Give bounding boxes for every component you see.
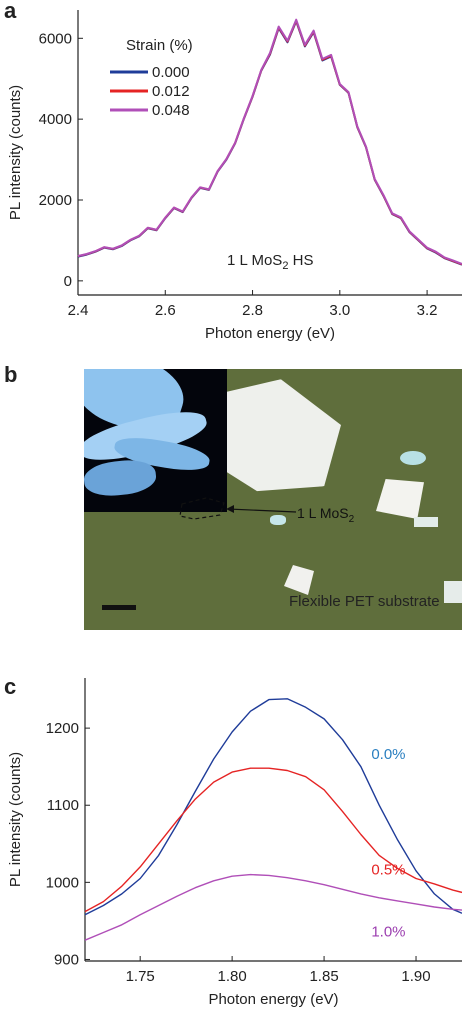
legend-title: Strain (%) [126,37,193,54]
legend-label-0.012: 0.012 [152,83,190,100]
x-tick-label: 2.6 [155,302,176,319]
x-tick-label: 3.0 [329,302,350,319]
y-tick-label: 4000 [39,111,72,128]
x-tick-label: 1.75 [126,968,155,985]
panel-label-a: a [4,0,17,23]
scale-bar [102,605,136,610]
x-tick-label: 1.90 [401,968,430,985]
chart-c: 1.75 1.80 1.85 1.90 900 1000 1100 1200 Photon en… [7,678,462,1008]
small-flake-3 [400,451,426,465]
y-axis-label: PL intensity (counts) [7,85,24,220]
panel-label-c: c [4,674,17,699]
series-line-0.012 [77,19,462,266]
inset-photo-gloved-hand [84,369,227,512]
x-axis-label: Photon energy (eV) [205,325,335,342]
arrow-head-icon [226,505,234,513]
panel-label-b: b [4,362,18,387]
small-flake-6 [444,581,462,603]
y-axis-label: PL intensity (counts) [7,752,24,887]
annotation-arrow [227,508,297,513]
annotation-1L-MoS2-HS: 1 L MoS2 HS [227,252,313,272]
chart-a: 2.4 2.6 2.8 3.0 3.2 0 2000 4000 6000 Photon energ… [7,10,462,342]
legend-label-0.048: 0.048 [152,102,190,119]
optical-micrograph: 1 L MoS2 Flexible PET substrate [84,369,462,630]
series-line-1.0% [84,873,462,941]
small-flake-5 [414,517,438,527]
series-label-0.5%: 0.5% [371,862,405,879]
y-tick-label: 0 [64,273,72,290]
y-tick-label: 1200 [46,720,79,737]
x-tick-label: 2.8 [242,302,263,319]
y-tick-label: 6000 [39,30,72,47]
series-label-1.0%: 1.0% [371,923,405,940]
series-line-0.5% [84,767,462,913]
substrate-label: Flexible PET substrate [289,593,440,610]
x-tick-label: 3.2 [417,302,438,319]
x-tick-label: 2.4 [68,302,89,319]
series-line-0.048 [77,18,462,265]
series-label-0.0%: 0.0% [371,746,405,763]
x-tick-label: 1.85 [309,968,338,985]
small-flake-4 [270,515,286,525]
y-tick-label: 2000 [39,192,72,209]
series-line-0.000 [77,20,462,266]
legend-label-0.000: 0.000 [152,64,190,81]
x-tick-label: 1.80 [218,968,247,985]
small-flake-1 [376,479,424,519]
mos2-label: 1 L MoS2 [297,505,355,525]
y-tick-label: 1000 [46,874,79,891]
y-tick-label: 1100 [47,797,79,814]
monolayer-outline [179,497,225,520]
series-line-0.0% [84,698,462,916]
x-axis-label: Photon energy (eV) [208,991,338,1008]
y-tick-label: 900 [54,951,79,968]
